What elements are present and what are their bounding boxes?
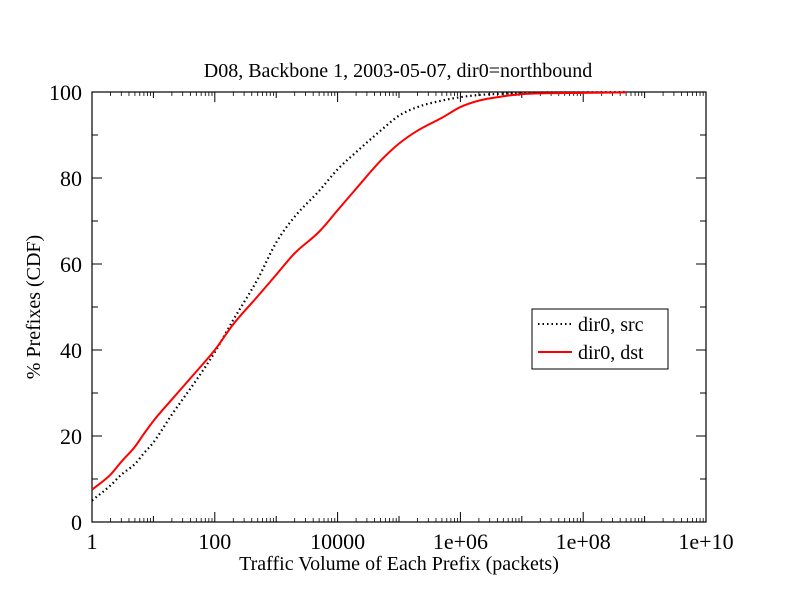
series-layer <box>91 90 627 502</box>
plot-frame <box>91 91 707 523</box>
legend-label-dst: dir0, dst <box>578 342 644 364</box>
axis-ticks <box>91 91 707 523</box>
legend-label-src: dir0, src <box>578 314 644 336</box>
y-axis-label: % Prefixes (CDF) <box>23 235 45 379</box>
legend: dir0, src dir0, dst <box>531 308 669 370</box>
x-tick-label: 100 <box>198 529 231 554</box>
x-tick-label: 1e+06 <box>433 529 488 554</box>
y-tick-label: 20 <box>60 424 82 449</box>
y-tick-label: 80 <box>60 166 82 191</box>
series-line-src <box>91 90 627 502</box>
y-tick-label: 60 <box>60 252 82 277</box>
y-tick-label: 0 <box>71 510 82 535</box>
axis-tick-labels: 1 100 10000 1e+06 1e+08 1e+10 0 20 40 60 80 100 <box>49 80 734 554</box>
plot-area: 1 100 10000 1e+06 1e+08 1e+10 0 20 40 60 80 100 <box>49 80 734 554</box>
x-tick-label: 10000 <box>310 529 365 554</box>
x-axis-label: Traffic Volume of Each Prefix (packets) <box>239 553 559 575</box>
y-tick-label: 40 <box>60 338 82 363</box>
x-tick-label: 1 <box>87 529 98 554</box>
series-line-dst <box>91 91 627 491</box>
chart-title: D08, Backbone 1, 2003-05-07, dir0=northb… <box>204 60 592 82</box>
legend-box <box>531 308 669 370</box>
x-tick-label: 1e+10 <box>678 529 733 554</box>
y-tick-label: 100 <box>49 80 82 105</box>
x-tick-label: 1e+08 <box>556 529 611 554</box>
